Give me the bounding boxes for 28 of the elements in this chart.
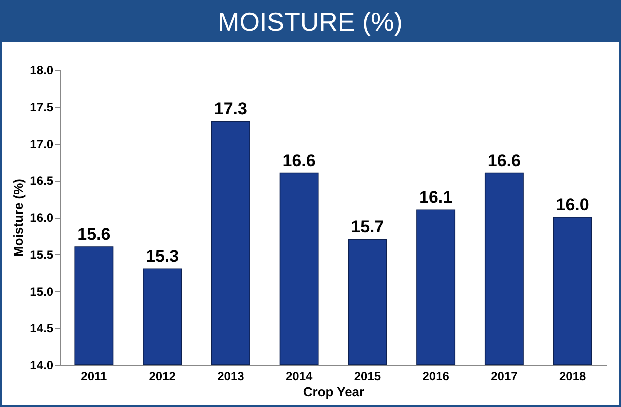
x-tick-label: 2012 bbox=[149, 370, 176, 384]
data-label: 16.6 bbox=[282, 151, 316, 170]
x-tick-label: 2017 bbox=[491, 370, 518, 384]
data-label: 16.0 bbox=[556, 196, 590, 214]
y-tick-label: 15.0 bbox=[30, 284, 54, 299]
y-tick-label: 16.0 bbox=[30, 211, 54, 225]
y-tick-label: 17.0 bbox=[30, 137, 54, 152]
x-tick-label: 2013 bbox=[218, 370, 245, 384]
data-label: 16.1 bbox=[420, 188, 453, 208]
data-label: 17.3 bbox=[214, 100, 248, 119]
x-tick-label: 2011 bbox=[81, 370, 108, 384]
data-label: 16.6 bbox=[488, 151, 521, 170]
x-tick-label: 2016 bbox=[422, 370, 450, 384]
y-tick-label: 14.5 bbox=[30, 322, 54, 336]
data-label: 15.3 bbox=[146, 247, 180, 266]
y-tick-label: 15.5 bbox=[30, 248, 54, 262]
data-label: 15.7 bbox=[351, 218, 384, 237]
data-label: 15.6 bbox=[78, 225, 111, 244]
chart-title: MOISTURE (%) bbox=[2, 2, 619, 42]
y-tick-label: 17.5 bbox=[30, 100, 54, 114]
y-tick-label: 16.5 bbox=[30, 174, 54, 188]
x-axis-title: Crop Year bbox=[303, 384, 365, 400]
y-tick-label: 18.0 bbox=[30, 64, 54, 78]
x-tick-label: 2014 bbox=[286, 370, 313, 384]
y-tick-label: 14.0 bbox=[30, 358, 54, 372]
x-tick-label: 2015 bbox=[354, 370, 382, 384]
y-axis-title: Moisture (%) bbox=[11, 179, 26, 257]
x-tick-label: 2018 bbox=[559, 370, 586, 384]
